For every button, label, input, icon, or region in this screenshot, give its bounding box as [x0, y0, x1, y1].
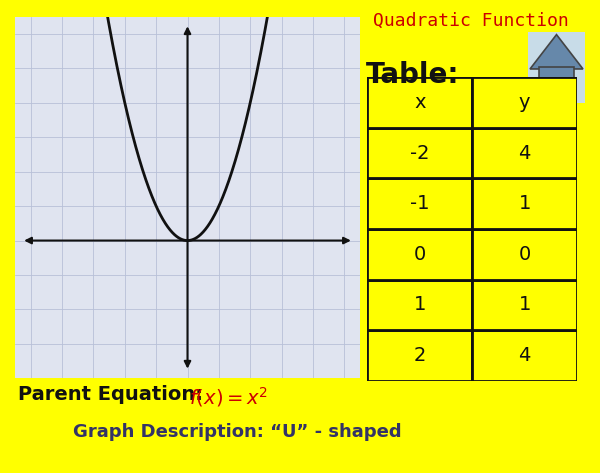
Text: -1: -1 [410, 194, 430, 213]
Text: Parent Equation:: Parent Equation: [18, 385, 203, 404]
Text: 4: 4 [518, 143, 531, 163]
Text: 0: 0 [518, 245, 531, 264]
Bar [367, 77, 472, 128]
Polygon shape [530, 35, 583, 69]
Bar [472, 229, 577, 280]
Text: 2: 2 [413, 346, 426, 365]
Bar [367, 128, 472, 178]
Text: 1: 1 [518, 295, 531, 315]
Text: y: y [519, 93, 530, 112]
Bar [472, 178, 577, 229]
Bar [472, 330, 577, 381]
Bar [367, 330, 472, 381]
Bar [367, 280, 472, 330]
Text: x: x [414, 93, 425, 112]
Text: Table:: Table: [366, 61, 460, 89]
Bar [472, 77, 577, 128]
Bar [367, 229, 472, 280]
Text: Graph Description: “U” - shaped: Graph Description: “U” - shaped [48, 423, 401, 441]
Text: 4: 4 [518, 346, 531, 365]
Text: $\it{f(x) = x^2}$: $\it{f(x) = x^2}$ [189, 385, 268, 410]
Text: 1: 1 [518, 194, 531, 213]
Text: -2: -2 [410, 143, 430, 163]
Text: 1: 1 [413, 295, 426, 315]
Bar [472, 128, 577, 178]
Bar [539, 67, 574, 99]
Bar [472, 280, 577, 330]
Text: Quadratic Function: Quadratic Function [373, 12, 569, 30]
Bar [367, 178, 472, 229]
Text: 0: 0 [413, 245, 426, 264]
